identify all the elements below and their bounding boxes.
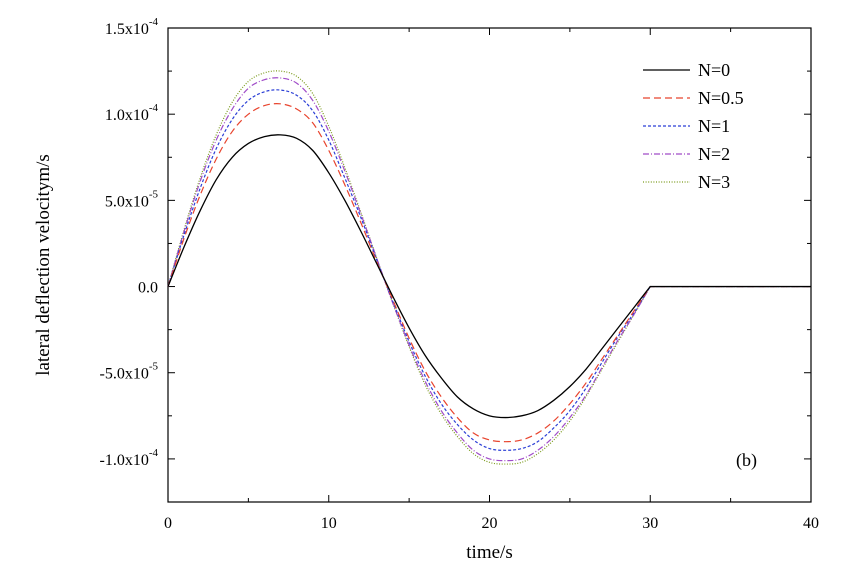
legend-label: N=0	[698, 60, 730, 80]
series-line-n-3	[167, 70, 811, 465]
x-tick-label: 10	[321, 515, 337, 532]
series-line-n-2	[167, 77, 811, 462]
legend-label: N=2	[698, 144, 730, 164]
y-tick-label: -1.0x10-4	[100, 447, 159, 469]
x-tick-label: 40	[803, 515, 819, 532]
x-tick-label: 30	[642, 515, 658, 532]
legend-label: N=1	[698, 116, 730, 136]
y-tick-label: 5.0x10-5	[105, 188, 159, 210]
axis-ticks: 0 10 20 30 40 -1.0x10-4 -5.0x10-5 0.0 5.0x10-5 1.…	[100, 16, 820, 532]
series-line-n-0	[167, 134, 811, 419]
y-tick-label: 1.0x10-4	[105, 102, 159, 124]
legend-label: N=3	[698, 172, 730, 192]
series-lines	[167, 70, 811, 465]
legend-label: N=0.5	[698, 88, 744, 108]
legend: N=0 N=0.5 N=1 N=2 N=3	[643, 60, 744, 192]
series-line-n-0-5	[167, 103, 811, 443]
series-line-n-1	[167, 89, 811, 451]
x-tick-label: 20	[482, 515, 498, 532]
y-tick-label: 1.5x10-4	[105, 16, 159, 38]
y-tick-label: -5.0x10-5	[100, 361, 159, 383]
panel-label: (b)	[736, 450, 757, 471]
y-axis-title: lateral deflection velocitym/s	[33, 154, 54, 376]
x-tick-label: 0	[164, 515, 172, 532]
y-tick-label: 0.0	[138, 280, 158, 297]
x-axis-title: time/s	[466, 542, 512, 563]
